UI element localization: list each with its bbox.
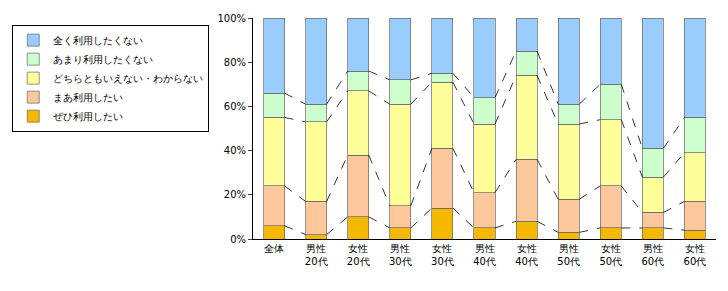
svg-text:女性20代: 女性20代 [347,243,370,267]
svg-text:女性60代: 女性60代 [684,243,707,267]
svg-text:男性50代: 男性50代 [557,243,580,267]
svg-text:80%: 80% [224,57,246,68]
svg-text:ぜひ利用したい: ぜひ利用したい [53,111,123,122]
svg-text:どちらともいえない・わからない: どちらともいえない・わからない [53,73,203,84]
svg-text:男性20代: 男性20代 [305,243,328,267]
svg-text:男性60代: 男性60代 [641,243,664,267]
svg-text:女性30代: 女性30代 [431,243,454,267]
svg-text:女性50代: 女性50代 [599,243,622,267]
svg-text:0%: 0% [230,234,246,245]
svg-text:男性40代: 男性40代 [473,243,496,267]
svg-text:全く利用したくない: 全く利用したくない [53,35,143,46]
svg-text:40%: 40% [224,145,246,156]
svg-text:全体: 全体 [264,243,284,254]
svg-text:女性40代: 女性40代 [515,243,538,267]
svg-text:あまり利用したくない: あまり利用したくない [53,54,153,65]
svg-text:100%: 100% [217,13,246,24]
svg-text:男性30代: 男性30代 [389,243,412,267]
svg-text:60%: 60% [224,101,246,112]
svg-text:20%: 20% [224,189,246,200]
svg-text:まあ利用したい: まあ利用したい [53,92,123,103]
